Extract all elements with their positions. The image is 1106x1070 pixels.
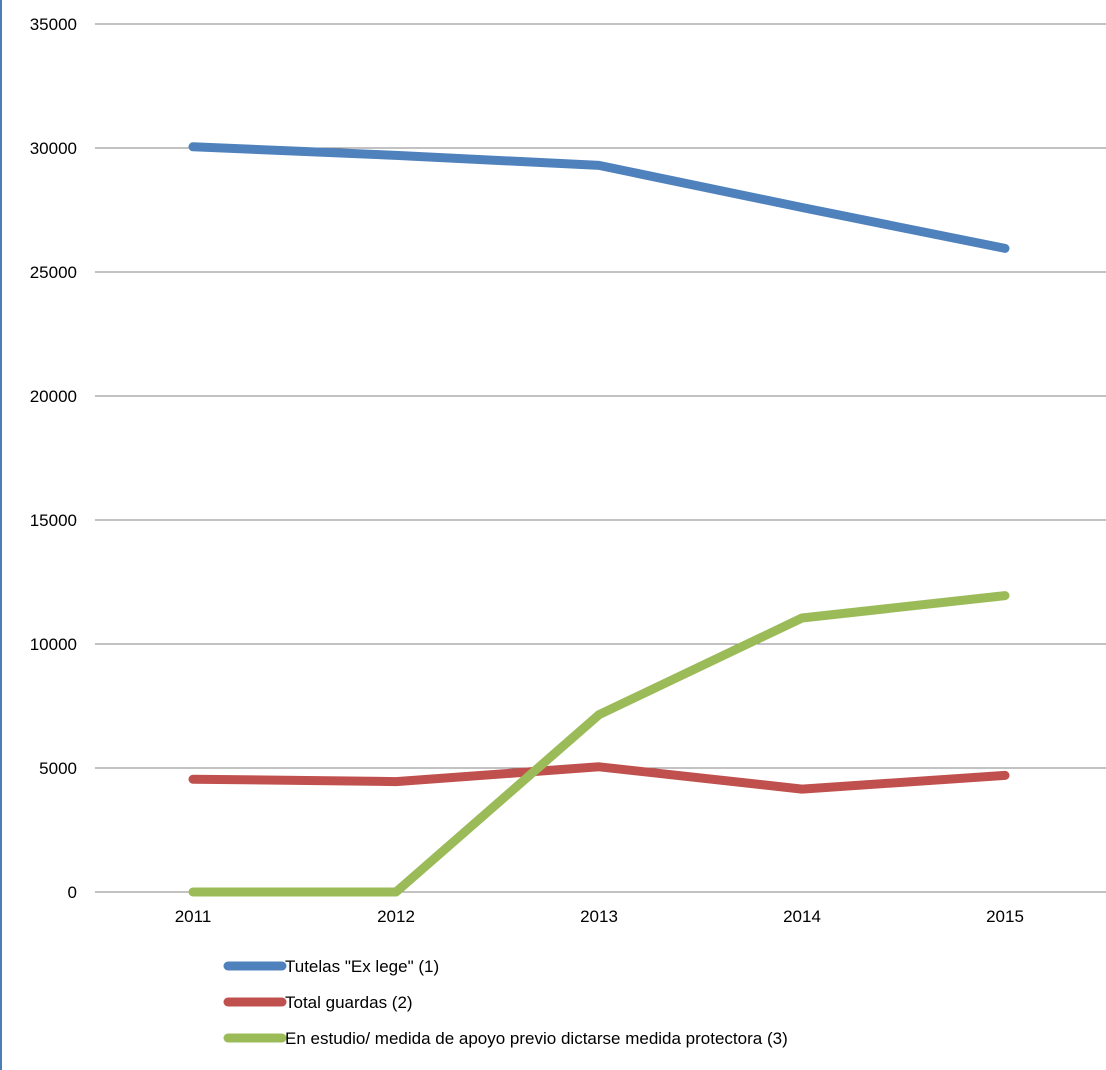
legend: Tutelas "Ex lege" (1) Total guardas (2) En…: [223, 957, 788, 1048]
x-tick-label-2015: 2015: [986, 907, 1024, 926]
y-tick-label-35000: 35000: [30, 15, 77, 34]
y-axis-tick-labels: 0 5000 10000 15000 20000 25000 30000 35000: [30, 15, 77, 902]
y-tick-label-30000: 30000: [30, 139, 77, 158]
series-line-3: [188, 591, 1010, 897]
series-lines: [188, 142, 1010, 897]
y-tick-label-5000: 5000: [39, 759, 77, 778]
x-tick-label-2012: 2012: [377, 907, 415, 926]
x-tick-label-2014: 2014: [783, 907, 821, 926]
y-tick-label-20000: 20000: [30, 387, 77, 406]
series-line-2: [188, 762, 1010, 794]
series-line-1: [188, 142, 1010, 253]
grid-lines: [95, 23, 1106, 893]
y-tick-label-15000: 15000: [30, 511, 77, 530]
legend-label-3: En estudio/ medida de apoyo previo dicta…: [285, 1029, 788, 1048]
left-border: [0, 0, 2, 1070]
x-tick-label-2011: 2011: [175, 907, 212, 926]
y-tick-label-10000: 10000: [30, 635, 77, 654]
x-axis-tick-labels: 2011 2012 2013 2014 2015: [175, 907, 1024, 926]
legend-label-2: Total guardas (2): [285, 993, 413, 1012]
y-tick-label-25000: 25000: [30, 263, 77, 282]
x-tick-label-2013: 2013: [580, 907, 618, 926]
y-tick-label-0: 0: [68, 883, 77, 902]
legend-label-1: Tutelas "Ex lege" (1): [285, 957, 439, 976]
